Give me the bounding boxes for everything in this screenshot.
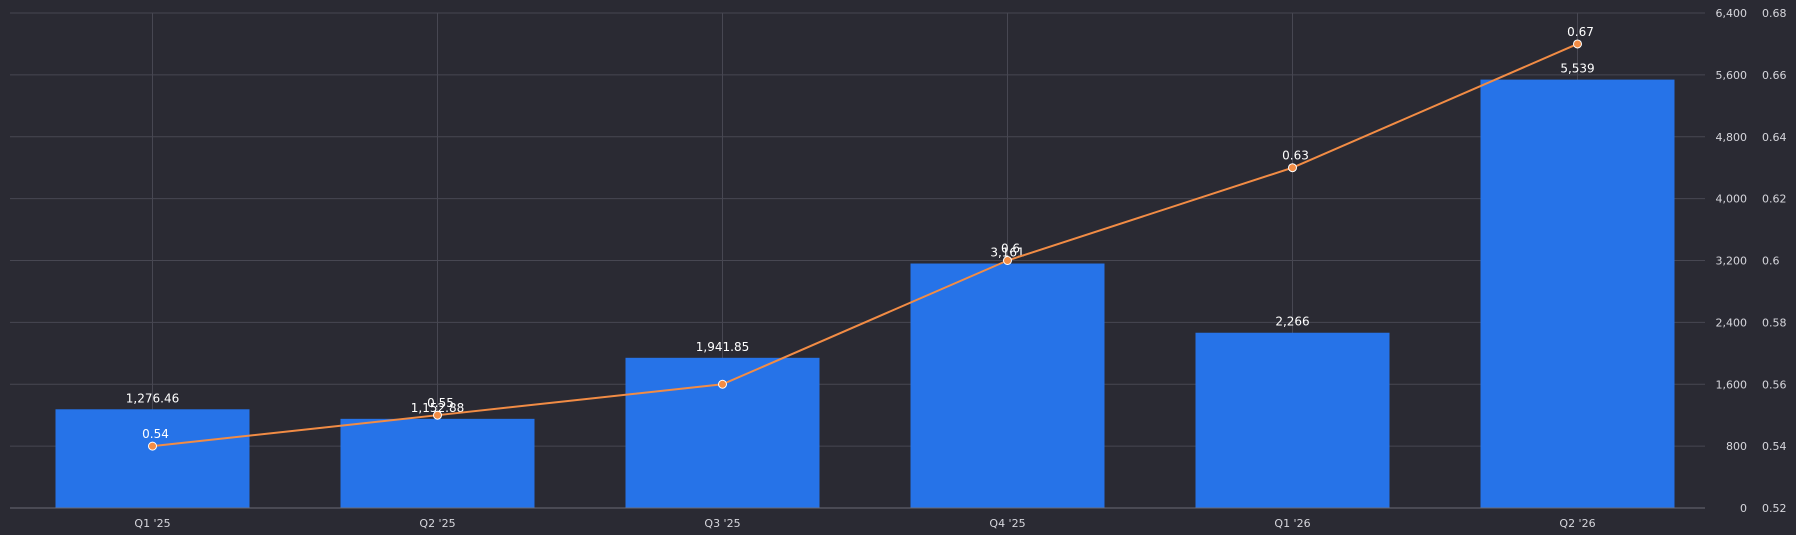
line-point [148, 441, 157, 451]
y-axis-right-tick-label: 0.52 [1762, 502, 1787, 515]
y-axis-right-tick-label: 0.62 [1762, 193, 1787, 206]
bar-value-label: 1,941.85 [696, 340, 749, 354]
y-axis-left-tick-label: 4,800 [1716, 131, 1748, 144]
y-axis-right-tick-label: 0.56 [1762, 378, 1787, 391]
y-axis-left-tick-label: 800 [1726, 440, 1747, 453]
y-axis-right-tick-label: 0.66 [1762, 69, 1787, 82]
bar-value-label: 5,539 [1560, 62, 1594, 76]
line-point [1573, 39, 1582, 49]
x-axis-tick-label: Q1 '26 [1274, 517, 1310, 530]
y-axis-left-tick-label: 0 [1740, 502, 1747, 515]
x-axis-tick-label: Q4 '25 [989, 517, 1025, 530]
line-value-label: 0.6 [1001, 242, 1020, 256]
y-axis-left-tick-label: 5,600 [1716, 69, 1748, 82]
y-axis-left-tick-label: 4,000 [1716, 193, 1748, 206]
line-value-label: 0.54 [142, 427, 169, 441]
bar-value-label: 2,266 [1275, 315, 1309, 329]
y-axis-left-tick-label: 1,600 [1716, 378, 1748, 391]
y-axis-right-tick-label: 0.6 [1762, 255, 1780, 268]
line-value-label: 0.63 [1282, 149, 1309, 163]
y-axis-right-tick-label: 0.58 [1762, 316, 1787, 329]
y-axis-left-tick-label: 6,400 [1716, 7, 1748, 20]
bar-value-label: 1,276.46 [126, 391, 179, 405]
bar-value-label: 3,161 [990, 246, 1024, 260]
y-axis-left-tick-label: 3,200 [1716, 255, 1748, 268]
y-axis-right-tick-label: 0.68 [1762, 7, 1787, 20]
bar [340, 418, 535, 508]
line-value-label: 0.55 [427, 396, 454, 410]
y-axis-left-tick-label: 2,400 [1716, 316, 1748, 329]
bar [1480, 79, 1675, 509]
x-axis-tick-label: Q2 '26 [1559, 517, 1595, 530]
bar [910, 263, 1105, 508]
line-point [1288, 163, 1297, 173]
y-axis-right-tick-label: 0.54 [1762, 440, 1787, 453]
line-point [718, 379, 727, 389]
line-series-path [152, 43, 1578, 448]
x-axis-tick-label: Q2 '25 [419, 517, 455, 530]
bar [55, 409, 250, 508]
line-point [433, 410, 442, 420]
bar-value-label: 1,152.88 [411, 401, 464, 415]
x-axis-tick-label: Q1 '25 [134, 517, 170, 530]
y-axis-right-tick-label: 0.64 [1762, 131, 1787, 144]
line-value-label: 0.67 [1567, 25, 1594, 39]
x-axis-tick-label: Q3 '25 [704, 517, 740, 530]
bar [1195, 332, 1390, 508]
line-point [1003, 256, 1012, 265]
